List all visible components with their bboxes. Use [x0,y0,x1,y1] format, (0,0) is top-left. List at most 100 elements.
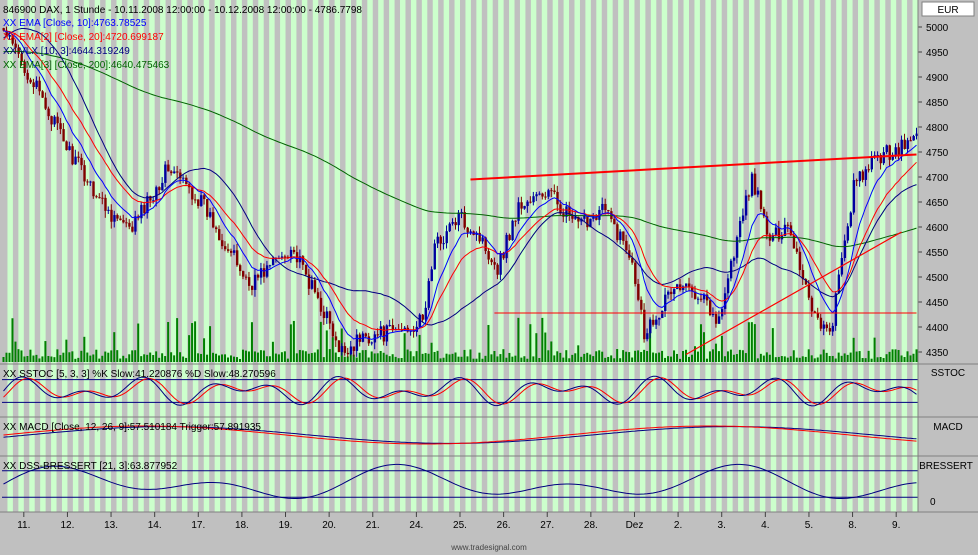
volume-bar [406,349,409,362]
candle-body [337,340,341,353]
candle-body [544,196,547,198]
price-axis: 4350 4400 4450 4500 4550 4600 4650 4700 4750 4800… [918,23,949,359]
dss-panel[interactable]: XX DSS-BRESSERT [21, 3]:63.877952 BRESSE… [0,455,978,508]
chart-title: 846900 DAX, 1 Stunde - 10.11.2008 12:00:… [3,5,362,16]
time-tick-label: 27. [540,520,554,531]
candle-body [194,199,197,201]
candle-body [750,173,754,196]
candle-body [765,216,769,235]
candle-body [487,251,490,260]
volume-bar [209,326,212,362]
volume-bar [756,358,759,362]
volume-bar [837,352,840,362]
time-tick-label: 3. [718,520,726,531]
volume-bar [427,353,430,362]
candle-body [759,190,763,210]
price-panel[interactable]: 4350 4400 4450 4500 4550 4600 4650 4700 4750 4800… [2,1,975,362]
candle-body [92,181,95,197]
volume-bar [71,351,74,362]
candle-body [565,206,568,217]
session-band [378,0,384,512]
resistance-trendline[interactable] [470,153,917,181]
dss-axis-tag: BRESSERT [919,461,973,472]
volume-bar [146,354,149,362]
candle-body [227,249,230,251]
candle-body [649,319,652,334]
volume-bar [164,356,167,362]
volume-bar [598,350,601,362]
macd-panel[interactable]: XX MACD [Close, 12, 26, 9]:57.510184 Tri… [0,416,978,445]
volume-bar [227,357,230,362]
volume-bar [116,350,119,362]
candle-body [161,182,164,191]
volume-bar [568,358,571,362]
volume-bar [224,354,227,362]
volume-bar [643,349,646,362]
candle-body [667,291,670,295]
candle-body [688,283,691,287]
candle-body [119,218,122,221]
volume-bar [158,357,161,362]
volume-bar [909,355,912,362]
volume-bar [89,355,92,362]
volume-bar [232,356,235,362]
volume-bar [77,357,80,362]
volume-bar [885,354,888,362]
time-tick-label: Dez [626,520,644,531]
volume-bar [484,355,487,362]
session-band [847,0,853,512]
candle-body [652,319,655,325]
session-band [312,0,319,512]
volume-bar [325,330,328,362]
volume-bar [894,349,897,362]
candle-body [867,169,871,171]
session-band [738,0,744,512]
candle-body [517,202,520,221]
candle-body [77,156,80,158]
time-tick-label: 19. [279,520,293,531]
candle-body [753,173,757,195]
session-band [825,0,831,512]
candle-body [466,227,469,233]
volume-bar [481,358,484,362]
volume-bar [310,353,313,362]
volume-bar [343,356,346,362]
volume-bar [262,350,265,362]
volume-bar [167,322,170,362]
volume-bar [699,324,702,362]
time-tick-label: 20. [322,520,336,531]
time-tick-label: 17. [191,520,205,531]
candle-body [831,325,835,332]
candle-body [271,258,275,266]
support-trendline[interactable] [685,231,902,356]
volume-bar [711,349,714,362]
candle-body [511,220,514,240]
volume-bar [373,353,376,362]
volume-bar [307,353,310,362]
chart-canvas[interactable]: 4350 4400 4450 4500 4550 4600 4650 4700 4750 4800… [0,0,978,541]
volume-bar [212,352,215,362]
candle-body [325,311,329,319]
volume-bar [436,350,439,362]
volume-bar [149,352,152,362]
session-band [563,0,570,512]
candle-body [682,286,685,291]
volume-bar [786,357,789,362]
candle-body [816,312,820,318]
candle-body [514,220,517,222]
volume-bar [203,338,206,362]
volume-bar [640,352,643,362]
sstoc-panel[interactable]: XX SSTOC [5, 3, 3] %K Slow:41.220876 %D … [0,363,978,407]
volume-bar [469,349,472,362]
candle-body [711,314,715,316]
volume-bar [80,350,83,362]
volume-bar [421,353,424,362]
volume-bar [774,357,777,362]
volume-bar [277,354,280,362]
volume-bar [170,352,173,362]
candle-body [747,195,751,197]
volume-bar [56,349,59,362]
candle-body [385,325,389,342]
session-band [759,0,766,512]
volume-bar [2,356,5,362]
